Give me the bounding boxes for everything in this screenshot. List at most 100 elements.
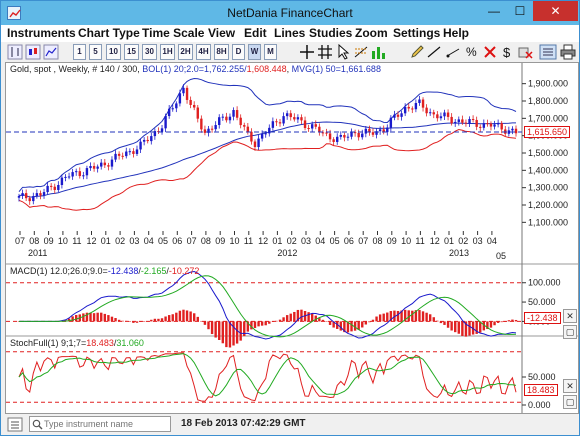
macd-histogram-bar (264, 321, 267, 326)
macd-histogram-bar (350, 321, 353, 332)
menu-instruments[interactable]: Instruments (7, 26, 76, 40)
macd-histogram-bar (439, 321, 443, 324)
instrument-search-input[interactable] (44, 418, 168, 430)
search-icon (32, 419, 43, 430)
line-chart-icon[interactable] (43, 43, 59, 61)
fit-icon[interactable] (539, 43, 557, 61)
menu-view[interactable]: View (208, 26, 236, 40)
stoch-pane-expand-button[interactable]: ▢ (563, 395, 577, 409)
menu-time-scale[interactable]: Time Scale (142, 26, 205, 40)
crosshair-icon[interactable] (299, 43, 315, 61)
macd-histogram-bar (150, 319, 153, 322)
menu-studies[interactable]: Studies (309, 26, 353, 40)
menu-edit[interactable]: Edit (244, 26, 267, 40)
svg-text:$: $ (503, 45, 511, 60)
macd-histogram-bar (171, 314, 174, 322)
cursor-icon[interactable] (336, 43, 352, 61)
scale-5-button[interactable]: 5 (89, 44, 102, 60)
fibonacci-icon[interactable] (353, 43, 369, 61)
x-axis-month-label: 02 (287, 236, 297, 246)
menu-help[interactable]: Help (443, 26, 470, 40)
candlestick-icon[interactable] (25, 43, 41, 61)
macd-histogram-bar (121, 320, 124, 322)
macd-histogram-bar (210, 321, 214, 335)
macd-pane-close-button[interactable]: ✕ (563, 309, 577, 323)
candle-body (32, 196, 35, 202)
y-axis-tick-label: 1,400.000 (528, 165, 568, 175)
instrument-search-box[interactable] (29, 416, 171, 432)
bar-delete-icon[interactable] (517, 43, 533, 61)
minimize-button[interactable]: — (488, 4, 500, 18)
line-tool-icon[interactable] (426, 43, 442, 61)
x-axis-month-label: 07 (358, 236, 368, 246)
candle-body (414, 103, 418, 110)
macd-histogram-bar (496, 321, 500, 323)
menu-chart-type[interactable]: Chart Type (78, 26, 140, 40)
x-axis-month-label: 02 (458, 236, 468, 246)
chart-area[interactable]: 1,900.0001,800.0001,700.0001,600.0001,50… (5, 62, 579, 414)
macd-histogram-bar (314, 315, 317, 322)
macd-histogram-bar (178, 310, 182, 322)
candle-body (507, 130, 511, 134)
scale-15-button[interactable]: 15 (124, 44, 139, 60)
stoch-legend: StochFull(1) 9;1;7=18.483/31.060 (10, 338, 144, 348)
title-bar[interactable]: NetDania FinanceChart — ☐ ✕ (1, 1, 579, 25)
scale-1h-button[interactable]: 1H (160, 44, 175, 60)
candle-body (185, 87, 189, 100)
scale-10-button[interactable]: 10 (106, 44, 121, 60)
candle-body (89, 166, 92, 169)
macd-histogram-bar (271, 321, 275, 322)
candle-body (196, 107, 199, 119)
scale-4h-button[interactable]: 4H (196, 44, 211, 60)
menu-zoom[interactable]: Zoom (355, 26, 388, 40)
scale-2h-button[interactable]: 2H (178, 44, 193, 60)
macd-histogram-bar (421, 311, 425, 322)
x-axis-month-label: 03 (473, 236, 483, 246)
print-icon[interactable] (560, 43, 576, 61)
delete-icon[interactable] (482, 43, 498, 61)
candle-body (443, 112, 446, 117)
percent-icon[interactable]: % (463, 43, 479, 61)
candle-body (228, 116, 232, 121)
maximize-button[interactable]: ☐ (514, 4, 526, 18)
x-axis-ticks: 07 08 09 10 11 12 01 02 03 04 05 06 07 08 09 10 11 12 01 02… (15, 231, 497, 258)
menu-settings[interactable]: Settings (393, 26, 441, 40)
macd-pane-expand-button[interactable]: ▢ (563, 325, 577, 339)
macd-histogram-bar (425, 312, 428, 322)
candle-body (214, 125, 217, 130)
macd-histogram-bar (85, 312, 89, 322)
x-axis-month-label: 10 (401, 236, 411, 246)
grid-icon[interactable] (317, 43, 333, 61)
macd-histogram-bar (92, 313, 96, 322)
scale-weekly-button[interactable]: W (248, 44, 261, 60)
candle-body (132, 151, 135, 154)
instrument-list-icon[interactable] (7, 417, 23, 432)
pencil-icon[interactable] (409, 43, 425, 61)
chart-bars-icon[interactable] (370, 43, 386, 61)
candle-body (482, 123, 486, 128)
x-axis-year-label: 2013 (449, 248, 469, 258)
bar-chart-icon[interactable] (7, 43, 23, 61)
macd-histogram-bar (346, 321, 350, 333)
macd-histogram-bar (446, 321, 450, 328)
scale-1-button[interactable]: 1 (73, 44, 86, 60)
macd-histogram-bar (189, 311, 192, 322)
macd-histogram-bar (454, 321, 457, 333)
ray-tool-icon[interactable] (445, 43, 461, 61)
scale-monthly-button[interactable]: M (264, 44, 277, 60)
candle-body (164, 116, 167, 129)
close-button[interactable]: ✕ (533, 1, 578, 21)
chart-canvas[interactable]: 1,900.0001,800.0001,700.0001,600.0001,50… (6, 63, 578, 413)
macd-histogram-bar (268, 321, 271, 324)
macd-histogram-bar (411, 310, 414, 322)
candle-body (425, 107, 428, 114)
macd-histogram-bar (117, 319, 121, 322)
menu-lines[interactable]: Lines (274, 26, 306, 40)
candle-body (371, 132, 375, 135)
stoch-pane-close-button[interactable]: ✕ (563, 379, 577, 393)
scale-8h-button[interactable]: 8H (214, 44, 229, 60)
dollar-icon[interactable]: $ (499, 43, 515, 61)
macd-histogram-bar (146, 321, 149, 322)
scale-30-button[interactable]: 30 (142, 44, 157, 60)
scale-daily-button[interactable]: D (232, 44, 245, 60)
